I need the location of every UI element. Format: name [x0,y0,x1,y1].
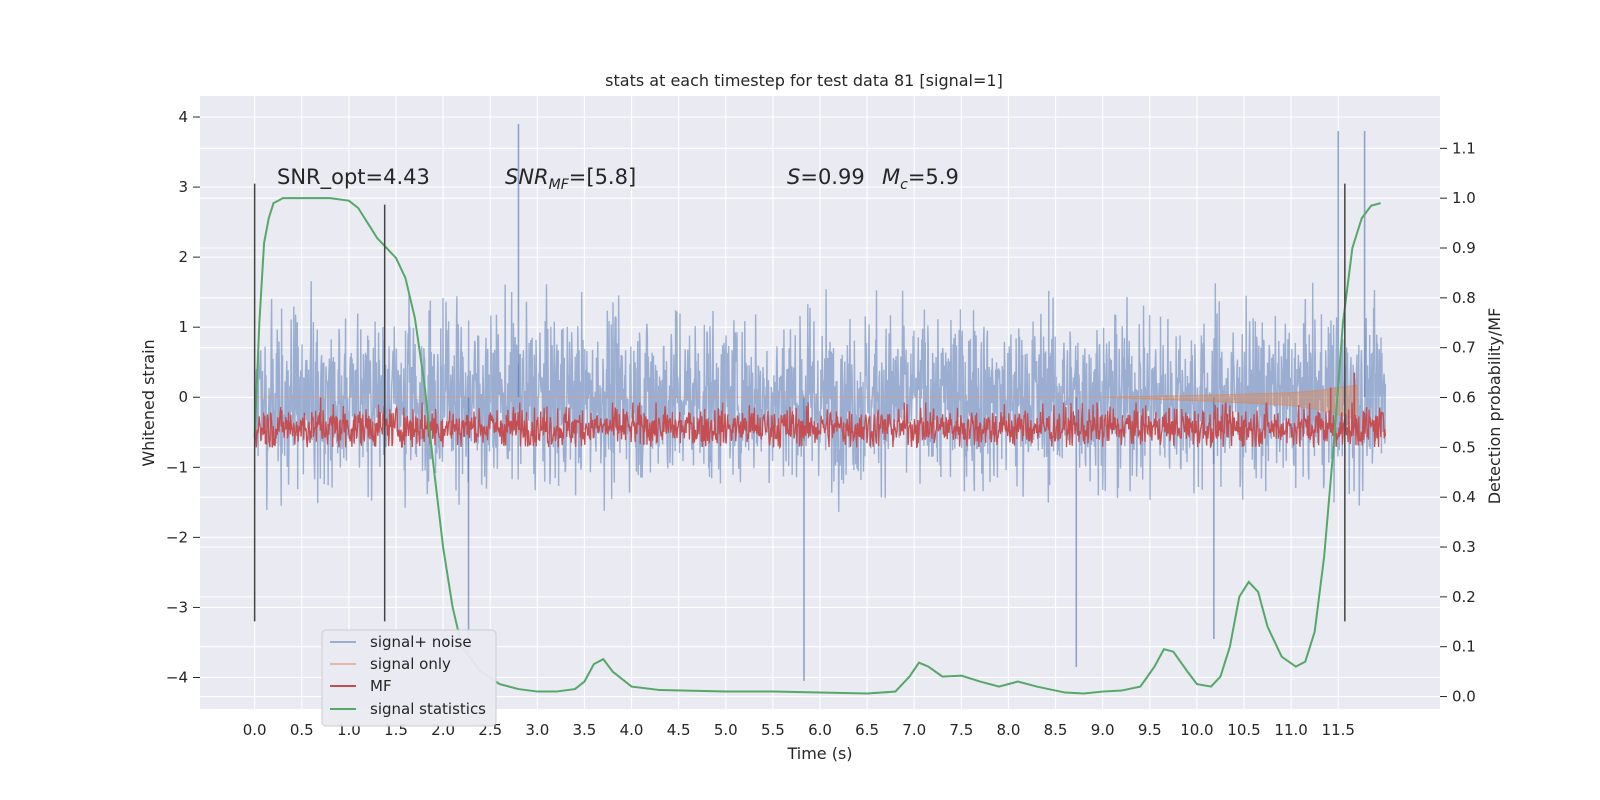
y-tick-labels: −4 −3 −2 −1 0 1 2 3 4 [166,108,200,686]
x-tick-label: 7.5 [949,721,973,739]
y-tick-label: 3 [178,178,188,196]
y-tick-label: 2 [178,248,188,266]
annotation-s-symbol: S [787,165,800,189]
y-tick-label: 0 [178,388,188,406]
annotation-snr-mf: SNRMF=[5.8] [505,165,636,193]
x-tick-label: 8.0 [997,721,1021,739]
y2-tick-label: 0.3 [1452,538,1476,556]
legend-box [321,629,497,727]
series-signal-noise [253,281,1387,512]
x-tick-label: 3.0 [525,721,549,739]
annotation-mc-symbol: M [882,165,900,189]
y2-tick-label: 0.9 [1452,239,1476,257]
series-signal-statistics [253,197,1381,695]
annotation-snr-mf-symbol: SNR [505,165,549,189]
series-layer [253,124,1387,695]
legend: signal+ noise signal only MF signal stat… [321,629,497,727]
annotation-mc-value: =5.9 [908,165,959,189]
y-tick-label: −1 [166,458,188,476]
legend-label-mf: MF [370,677,392,695]
x-tick-label: 4.0 [620,721,644,739]
y2-tick-label: 0.5 [1452,438,1476,456]
annotation-s-value: =0.99 [800,165,864,189]
legend-label-signal-statistics: signal statistics [370,700,486,718]
x-tick-label: 5.0 [714,721,738,739]
annotation-snr-mf-value: =[5.8] [569,165,636,189]
x-tick-label: 11.0 [1274,721,1307,739]
x-tick-labels: 0.0 0.5 1.0 1.5 2.0 2.5 3.0 3.5 4.0 4.5 5.0 5.5 6.0 6… [243,721,1355,739]
y2-tick-label: 0.4 [1452,488,1476,506]
annotation-mc: Mc=5.9 [882,165,959,193]
annotation-s: S=0.99 [787,165,865,189]
x-tick-label: 0.5 [290,721,314,739]
annotations: SNR_opt=4.43 SNRMF=[5.8] S=0.99 Mc=5.9 [277,165,959,193]
x-tick-label: 4.5 [667,721,691,739]
series-mf [254,401,1386,450]
y-tick-label: −2 [166,528,188,546]
x-tick-label: 9.5 [1138,721,1162,739]
series-mf-spikes [319,372,1356,428]
y2-axis-label: Detection probability/MF [1485,308,1504,505]
y2-tick-label: 0.8 [1452,289,1476,307]
legend-label-signal-only: signal only [370,655,451,673]
legend-label-signal-noise: signal+ noise [370,633,472,651]
y2-tick-label: 0.7 [1452,339,1476,357]
x-tick-label: 5.5 [761,721,785,739]
x-tick-label: 3.5 [573,721,597,739]
x-tick-label: 11.5 [1322,721,1355,739]
x-tick-label: 6.5 [855,721,879,739]
y2-tick-label: 1.0 [1452,189,1476,207]
x-tick-label: 10.0 [1180,721,1213,739]
x-tick-label: 9.0 [1091,721,1115,739]
x-tick-label: 10.5 [1227,721,1260,739]
y2-tick-labels: 0.0 0.1 0.2 0.3 0.4 0.5 0.6 0.7 0.8 0.9 1.0 1.1 [1440,139,1476,706]
x-tick-label: 6.0 [808,721,832,739]
annotation-snr-mf-subscript: MF [549,177,570,193]
y-tick-label: 1 [178,318,188,336]
chart-title: stats at each timestep for test data 81 … [605,71,1003,90]
x-tick-label: 7.0 [902,721,926,739]
plot-contents [253,124,1387,695]
annotation-mc-subscript: c [900,177,908,193]
series-signal-only [254,384,1358,421]
y2-tick-label: 0.1 [1452,638,1476,656]
y-tick-label: 4 [178,108,188,126]
x-tick-label: 0.0 [243,721,267,739]
annotation-snr-opt: SNR_opt=4.43 [277,165,430,190]
y-tick-label: −3 [166,598,188,616]
y2-tick-label: 0.2 [1452,588,1476,606]
y2-tick-label: 1.1 [1452,139,1476,157]
series-signal-noise-spikes [467,124,1366,681]
vertical-markers [253,183,1346,622]
y2-tick-label: 0.6 [1452,389,1476,407]
x-tick-label: 8.5 [1044,721,1068,739]
x-axis-label: Time (s) [786,744,852,763]
y-tick-label: −4 [166,668,188,686]
y-axis-label: Whitened strain [139,339,158,466]
y2-tick-label: 0.0 [1452,688,1476,706]
